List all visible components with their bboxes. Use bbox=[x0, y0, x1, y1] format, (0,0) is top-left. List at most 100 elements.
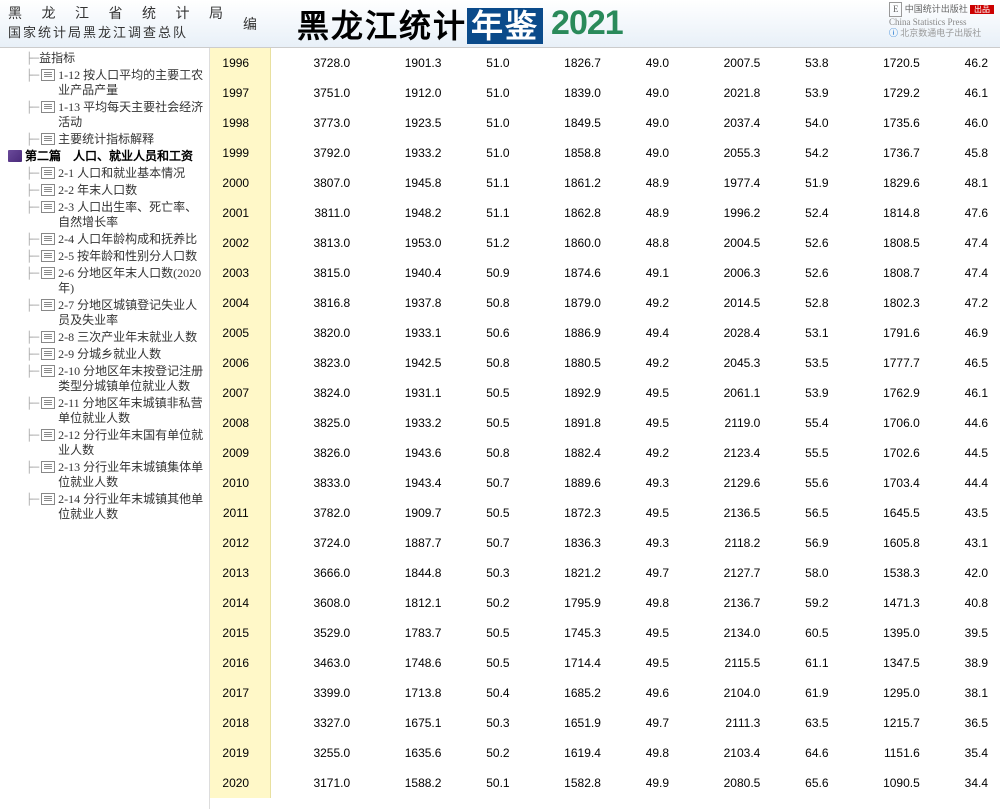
data-cell: 48.8 bbox=[613, 228, 681, 258]
data-cell: 48.1 bbox=[932, 168, 1000, 198]
toc-item[interactable]: ├─2-1 人口和就业基本情况 bbox=[6, 165, 209, 182]
toc-label: 2-3 人口出生率、死亡率、自然增长率 bbox=[58, 200, 209, 230]
data-cell: 1887.7 bbox=[362, 528, 453, 558]
toc-sidebar[interactable]: ├─益指标 ├─1-12 按人口平均的主要工农业产品产量 ├─1-13 平均每天… bbox=[0, 48, 210, 809]
data-cell: 46.0 bbox=[932, 108, 1000, 138]
doc-icon bbox=[41, 348, 55, 360]
toc-label: 2-10 分地区年末按登记注册类型分城镇单位就业人数 bbox=[58, 364, 209, 394]
toc-label: 益指标 bbox=[39, 51, 209, 66]
data-cell: 46.2 bbox=[932, 48, 1000, 78]
data-cell: 49.5 bbox=[613, 648, 681, 678]
data-cell: 1880.5 bbox=[522, 348, 613, 378]
yearbook-year: 2021 bbox=[551, 4, 623, 43]
data-cell: 56.9 bbox=[772, 528, 840, 558]
toc-item[interactable]: ├─2-2 年末人口数 bbox=[6, 182, 209, 199]
doc-icon bbox=[41, 493, 55, 505]
toc-item[interactable]: ├─2-13 分行业年末城镇集体单位就业人数 bbox=[6, 459, 209, 491]
data-cell: 54.0 bbox=[772, 108, 840, 138]
data-cell: 3820.0 bbox=[270, 318, 362, 348]
toc-item[interactable]: ├─2-6 分地区年末人口数(2020年) bbox=[6, 265, 209, 297]
doc-icon bbox=[41, 101, 55, 113]
data-cell: 49.0 bbox=[613, 48, 681, 78]
table-row: 20173399.01713.850.41685.249.62104.061.9… bbox=[210, 678, 1000, 708]
data-cell: 3399.0 bbox=[270, 678, 362, 708]
data-cell: 49.2 bbox=[613, 288, 681, 318]
data-cell: 2037.4 bbox=[681, 108, 772, 138]
data-cell: 1605.8 bbox=[841, 528, 932, 558]
data-cell: 2136.5 bbox=[681, 498, 772, 528]
doc-icon bbox=[41, 331, 55, 343]
toc-item[interactable]: ├─2-12 分行业年末国有单位就业人数 bbox=[6, 427, 209, 459]
data-cell: 51.0 bbox=[453, 48, 521, 78]
data-cell: 1862.8 bbox=[522, 198, 613, 228]
year-cell: 2007 bbox=[210, 378, 270, 408]
table-row: 20043816.81937.850.81879.049.22014.552.8… bbox=[210, 288, 1000, 318]
data-cell: 1471.3 bbox=[841, 588, 932, 618]
data-cell: 53.8 bbox=[772, 48, 840, 78]
data-cell: 3815.0 bbox=[270, 258, 362, 288]
data-cell: 50.2 bbox=[453, 738, 521, 768]
data-cell: 1886.9 bbox=[522, 318, 613, 348]
data-cell: 2129.6 bbox=[681, 468, 772, 498]
data-cell: 1943.6 bbox=[362, 438, 453, 468]
data-cell: 2014.5 bbox=[681, 288, 772, 318]
toc-item[interactable]: ├─1-13 平均每天主要社会经济活动 bbox=[6, 99, 209, 131]
data-content[interactable]: 19963728.01901.351.01826.749.02007.553.8… bbox=[210, 48, 1000, 809]
doc-icon bbox=[41, 461, 55, 473]
data-cell: 1808.5 bbox=[841, 228, 932, 258]
toc-item[interactable]: ├─2-7 分地区城镇登记失业人员及失业率 bbox=[6, 297, 209, 329]
data-cell: 3327.0 bbox=[270, 708, 362, 738]
data-cell: 63.5 bbox=[772, 708, 840, 738]
data-cell: 3813.0 bbox=[270, 228, 362, 258]
data-cell: 49.7 bbox=[613, 708, 681, 738]
data-cell: 49.7 bbox=[613, 558, 681, 588]
toc-label: 2-5 按年龄和性别分人口数 bbox=[58, 249, 209, 264]
data-cell: 1215.7 bbox=[841, 708, 932, 738]
toc-item[interactable]: ├─益指标 bbox=[6, 50, 209, 67]
toc-item[interactable]: ├─2-5 按年龄和性别分人口数 bbox=[6, 248, 209, 265]
data-cell: 2061.1 bbox=[681, 378, 772, 408]
data-cell: 51.0 bbox=[453, 78, 521, 108]
data-cell: 2123.4 bbox=[681, 438, 772, 468]
data-cell: 1937.8 bbox=[362, 288, 453, 318]
data-cell: 56.5 bbox=[772, 498, 840, 528]
toc-item[interactable]: ├─2-14 分行业年末城镇其他单位就业人数 bbox=[6, 491, 209, 523]
data-cell: 52.6 bbox=[772, 228, 840, 258]
data-cell: 1977.4 bbox=[681, 168, 772, 198]
data-cell: 1151.6 bbox=[841, 738, 932, 768]
data-cell: 46.1 bbox=[932, 378, 1000, 408]
data-cell: 46.5 bbox=[932, 348, 1000, 378]
data-cell: 49.8 bbox=[613, 738, 681, 768]
data-cell: 1942.5 bbox=[362, 348, 453, 378]
data-cell: 1933.2 bbox=[362, 408, 453, 438]
data-cell: 2103.4 bbox=[681, 738, 772, 768]
data-cell: 1909.7 bbox=[362, 498, 453, 528]
data-cell: 2118.2 bbox=[681, 528, 772, 558]
toc-item[interactable]: ├─2-9 分城乡就业人数 bbox=[6, 346, 209, 363]
data-cell: 1836.3 bbox=[522, 528, 613, 558]
toc-item[interactable]: ├─2-11 分地区年末城镇非私营单位就业人数 bbox=[6, 395, 209, 427]
toc-section[interactable]: 第二篇 人口、就业人员和工资 bbox=[6, 148, 209, 165]
table-row: 19973751.01912.051.01839.049.02021.853.9… bbox=[210, 78, 1000, 108]
data-cell: 1702.6 bbox=[841, 438, 932, 468]
toc-item[interactable]: ├─1-12 按人口平均的主要工农业产品产量 bbox=[6, 67, 209, 99]
toc-item[interactable]: ├─2-4 人口年龄构成和抚养比 bbox=[6, 231, 209, 248]
data-cell: 51.0 bbox=[453, 108, 521, 138]
data-cell: 2136.7 bbox=[681, 588, 772, 618]
toc-item[interactable]: ├─主要统计指标解释 bbox=[6, 131, 209, 148]
data-cell: 1729.2 bbox=[841, 78, 932, 108]
data-cell: 49.9 bbox=[613, 768, 681, 798]
data-cell: 49.0 bbox=[613, 138, 681, 168]
data-cell: 1706.0 bbox=[841, 408, 932, 438]
year-cell: 2016 bbox=[210, 648, 270, 678]
data-cell: 58.0 bbox=[772, 558, 840, 588]
data-cell: 49.8 bbox=[613, 588, 681, 618]
data-cell: 50.3 bbox=[453, 708, 521, 738]
data-cell: 3826.0 bbox=[270, 438, 362, 468]
table-row: 20073824.01931.150.51892.949.52061.153.9… bbox=[210, 378, 1000, 408]
toc-item[interactable]: ├─2-3 人口出生率、死亡率、自然增长率 bbox=[6, 199, 209, 231]
toc-item[interactable]: ├─2-10 分地区年末按登记注册类型分城镇单位就业人数 bbox=[6, 363, 209, 395]
data-cell: 1714.4 bbox=[522, 648, 613, 678]
data-cell: 1933.1 bbox=[362, 318, 453, 348]
toc-item[interactable]: ├─2-8 三次产业年末就业人数 bbox=[6, 329, 209, 346]
